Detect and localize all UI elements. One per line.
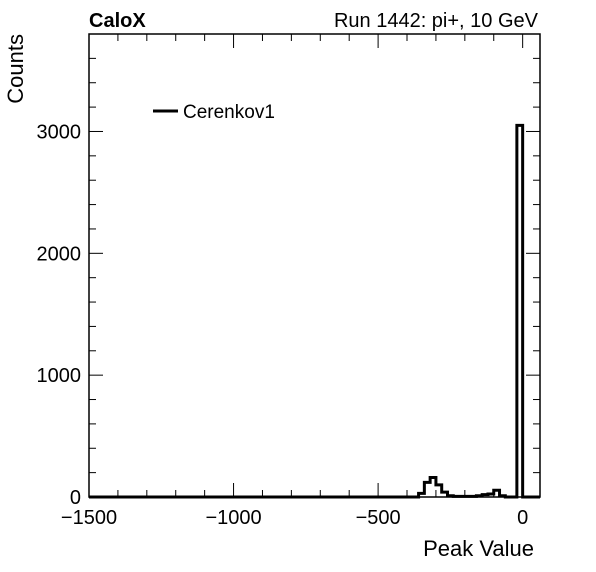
x-tick-label: 0	[517, 507, 528, 529]
plot-frame	[88, 33, 541, 498]
axis-ticks	[88, 33, 540, 498]
y-axis-label: Counts	[3, 34, 28, 104]
x-tick-labels: −1500 −1000 −500 0	[61, 507, 528, 529]
x-axis-label: Peak Value	[423, 536, 534, 561]
y-tick-labels: 0 1000 2000 3000	[37, 121, 82, 509]
experiment-label: CaloX	[89, 10, 146, 32]
y-tick-label: 3000	[37, 121, 82, 143]
legend-label-cerenkov1: Cerenkov1	[183, 102, 275, 123]
x-tick-label: −500	[356, 507, 401, 529]
x-tick-label: −1500	[61, 507, 117, 529]
histogram-line-cerenkov1	[89, 123, 540, 499]
y-tick-label: 2000	[37, 243, 82, 265]
x-tick-label: −1000	[205, 507, 261, 529]
y-tick-label: 0	[70, 487, 81, 509]
run-info-label: Run 1442: pi+, 10 GeV	[334, 10, 539, 32]
y-tick-label: 1000	[37, 365, 82, 387]
